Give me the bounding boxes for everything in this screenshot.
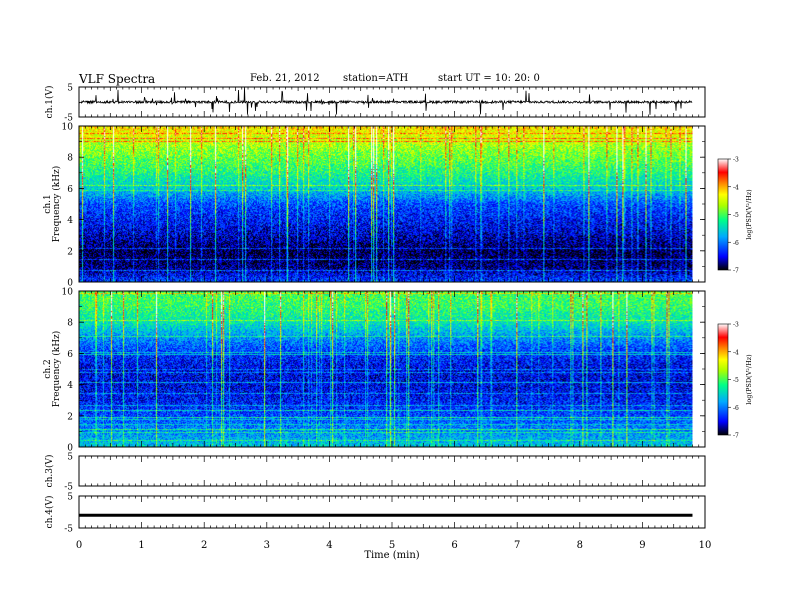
x-tick-label: 2: [201, 540, 207, 551]
ch1-spectrogram-colorbar-label: log(PSD(V²/Hz): [745, 189, 753, 240]
ch1-spectrogram-ylabel: Frequency (kHz): [51, 166, 62, 243]
y-tick-label: 8: [67, 319, 73, 329]
header-station: station=ATH: [343, 73, 409, 84]
ch1-waveform-trace: [78, 87, 693, 115]
ch2-spectrogram-colorbar-label: log(PSD(V²/Hz): [745, 354, 753, 405]
y-tick-label: 10: [62, 123, 74, 133]
ch4-waveform-ylabel: ch.4(V): [44, 496, 55, 529]
x-tick-label: 1: [138, 540, 144, 551]
colorbar-tick-label: -7: [733, 433, 739, 440]
ch2-spectrogram-channel-label: ch.2: [43, 359, 53, 378]
y-tick-label: 4: [67, 216, 73, 226]
y-tick-label: 8: [67, 154, 73, 164]
y-tick-label: 4: [67, 381, 73, 391]
y-tick-label: 5: [67, 453, 73, 463]
y-tick-label: 6: [67, 185, 73, 195]
x-axis-label: Time (min): [364, 550, 419, 561]
y-tick-label: -5: [64, 114, 73, 124]
colorbar-tick-label: -6: [733, 240, 739, 247]
y-tick-label: 5: [67, 493, 73, 503]
colorbar-tick-label: -5: [733, 212, 739, 219]
y-tick-label: 10: [62, 288, 74, 298]
colorbar-tick-label: -5: [733, 377, 739, 384]
y-tick-label: 0: [67, 444, 73, 454]
x-tick-label: 4: [326, 540, 332, 551]
x-tick-label: 7: [514, 540, 520, 551]
ch1-waveform-ylabel: ch.1(V): [44, 86, 55, 119]
ch2-spectrogram-image: [79, 291, 693, 447]
x-tick-label: 10: [699, 540, 712, 551]
header-start-time: start UT = 10: 20: 0: [438, 73, 540, 84]
ch2-spectrogram-colorbar: [717, 323, 729, 436]
colorbar-tick-label: -3: [733, 157, 739, 164]
y-tick-label: 2: [67, 412, 73, 422]
colorbar-tick-label: -3: [733, 322, 739, 329]
x-tick-label: 3: [264, 540, 270, 551]
ch1-spectrogram-image: [79, 126, 693, 282]
x-tick-label: 8: [577, 540, 583, 551]
y-tick-label: -5: [64, 483, 73, 493]
colorbar-tick-label: -6: [733, 405, 739, 412]
colorbar-tick-label: -7: [733, 268, 739, 275]
x-tick-label: 5: [389, 540, 395, 551]
colorbar-tick-label: -4: [733, 184, 739, 191]
y-tick-label: -5: [64, 525, 73, 535]
ch3-waveform-ylabel: ch.3(V): [44, 455, 55, 488]
y-tick-label: 6: [67, 350, 73, 360]
y-tick-label: 0: [67, 279, 73, 289]
y-tick-label: 5: [67, 84, 73, 94]
ch2-spectrogram-ylabel: Frequency (kHz): [51, 331, 62, 408]
ch1-spectrogram-colorbar: [717, 158, 729, 271]
x-tick-label: 0: [76, 540, 82, 551]
x-tick-label: 9: [639, 540, 645, 551]
y-tick-label: 2: [67, 247, 73, 257]
ch1-spectrogram-channel-label: ch.1: [43, 194, 53, 213]
chart-title: VLF Spectra: [79, 72, 156, 86]
colorbar-tick-label: -4: [733, 349, 739, 356]
x-tick-label: 6: [451, 540, 457, 551]
header-date: Feb. 21, 2012: [250, 73, 320, 84]
